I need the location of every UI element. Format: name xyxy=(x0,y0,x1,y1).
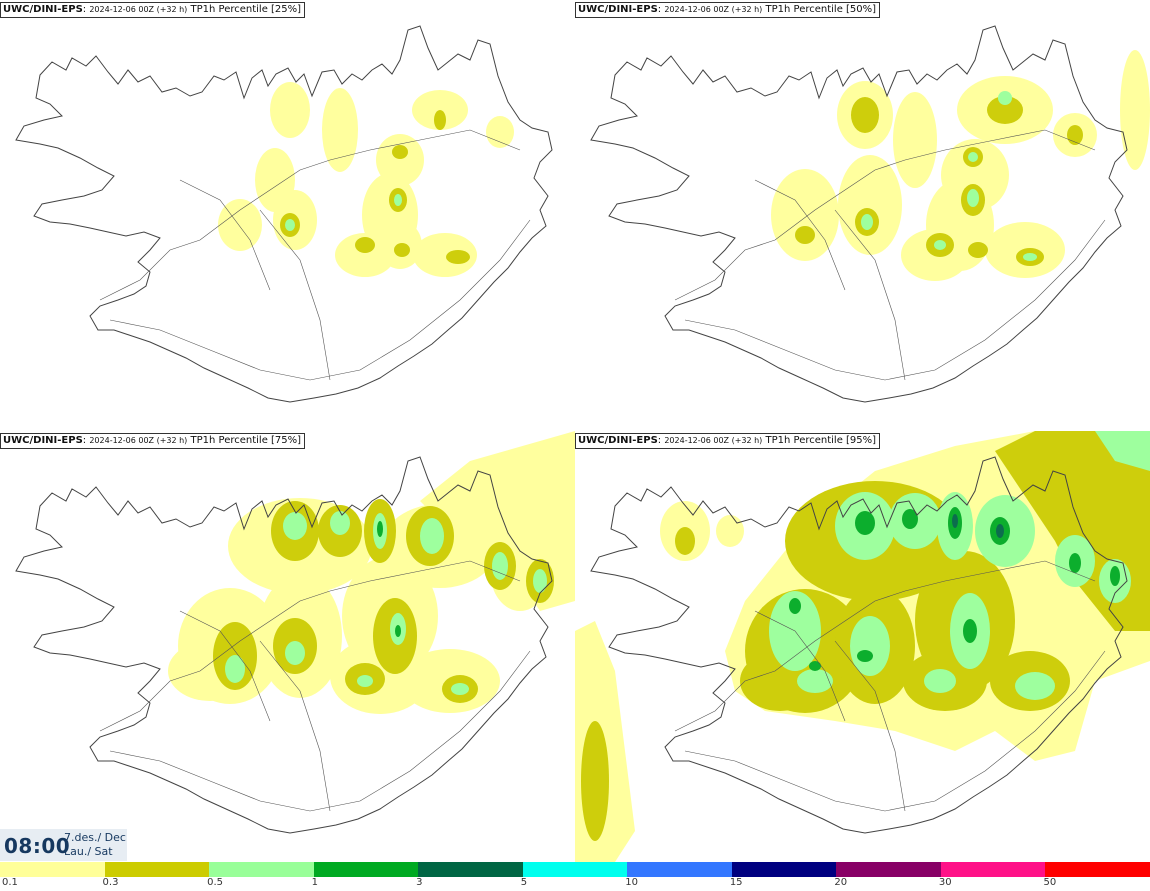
legend-tick-label: 15 xyxy=(729,877,743,888)
model-label: UWC/DINI-EPS xyxy=(3,435,83,446)
run-label: 2024-12-06 00Z (+32 h) xyxy=(89,5,188,14)
legend-tick-label: 0.3 xyxy=(102,877,119,888)
panel-title: UWC/DINI-EPS: 2024-12-06 00Z (+32 h) TP1… xyxy=(0,2,306,18)
legend-tick-label: 20 xyxy=(834,877,848,888)
product-label: TP1h Percentile [75%] xyxy=(190,435,302,446)
legend-tick-label: 5 xyxy=(520,877,528,888)
precip-map-p75 xyxy=(15,431,575,834)
legend-swatch xyxy=(0,862,105,877)
legend-color-bar xyxy=(0,862,1150,877)
map-panel-p75: UWC/DINI-EPS: 2024-12-06 00Z (+32 h) TP1… xyxy=(0,431,575,862)
run-label: 2024-12-06 00Z (+32 h) xyxy=(664,5,763,14)
map-panel-p95: UWC/DINI-EPS: 2024-12-06 00Z (+32 h) TP1… xyxy=(575,431,1150,862)
product-label: TP1h Percentile [25%] xyxy=(190,4,302,15)
legend-swatch xyxy=(104,862,210,877)
valid-date: 7.des./ Dec Lau./ Sat xyxy=(64,831,126,859)
panel-title: UWC/DINI-EPS: 2024-12-06 00Z (+32 h) TP1… xyxy=(575,433,881,449)
legend-swatch xyxy=(731,862,837,877)
valid-time-box: 08:00 7.des./ Dec Lau./ Sat xyxy=(0,829,127,861)
product-label: TP1h Percentile [50%] xyxy=(765,4,877,15)
legend-tick-label: 0.1 xyxy=(2,877,18,888)
precip-map-p50 xyxy=(590,25,1150,403)
legend-swatch xyxy=(1045,862,1150,877)
precip-map-p95 xyxy=(575,431,1150,862)
precip-color-legend: 0.1 0.3 0.5 1 3 5 10 15 20 30 50 xyxy=(0,862,1150,891)
legend-swatch xyxy=(627,862,732,877)
map-panel-p25: UWC/DINI-EPS: 2024-12-06 00Z (+32 h) TP1… xyxy=(0,0,575,431)
model-label: UWC/DINI-EPS xyxy=(3,4,83,15)
precip-map-p25 xyxy=(15,25,553,403)
valid-day-label: Lau./ Sat xyxy=(64,845,113,858)
legend-tick-label: 3 xyxy=(416,877,423,888)
valid-time: 08:00 xyxy=(4,834,71,858)
product-label: TP1h Percentile [95%] xyxy=(765,435,877,446)
map-panel-p50: UWC/DINI-EPS: 2024-12-06 00Z (+32 h) TP1… xyxy=(575,0,1150,431)
panel-title: UWC/DINI-EPS: 2024-12-06 00Z (+32 h) TP1… xyxy=(0,433,306,449)
legend-tick-label: 0.5 xyxy=(207,877,223,888)
legend-swatch xyxy=(418,862,523,877)
valid-date-label: 7.des./ Dec xyxy=(64,831,126,844)
model-label: UWC/DINI-EPS xyxy=(578,4,658,15)
model-label: UWC/DINI-EPS xyxy=(578,435,658,446)
legend-tick-label: 30 xyxy=(938,877,952,888)
legend-tick-label: 10 xyxy=(625,877,638,888)
legend-swatch xyxy=(940,862,1046,877)
legend-swatch xyxy=(313,862,419,877)
legend-swatch xyxy=(522,862,628,877)
run-label: 2024-12-06 00Z (+32 h) xyxy=(664,436,763,445)
legend-tick-label: 50 xyxy=(1043,877,1057,888)
legend-swatch xyxy=(209,862,314,877)
run-label: 2024-12-06 00Z (+32 h) xyxy=(89,436,188,445)
legend-tick-label: 1 xyxy=(311,877,318,888)
panel-title: UWC/DINI-EPS: 2024-12-06 00Z (+32 h) TP1… xyxy=(575,2,881,18)
legend-swatch xyxy=(836,862,941,877)
